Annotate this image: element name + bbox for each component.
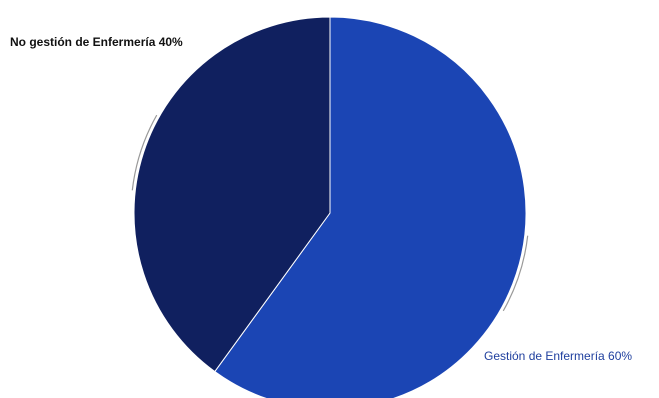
leader-line-1: [131, 114, 158, 191]
pie-slice-gestion: [214, 16, 527, 398]
leader-lines: [131, 114, 529, 312]
slice-label-gestion: Gestión de Enfermería 60%: [484, 349, 632, 363]
pie-slices: [133, 16, 527, 398]
leader-line-0: [502, 235, 529, 312]
pie-slice-no-gestion: [133, 16, 331, 373]
slice-label-no-gestion: No gestión de Enfermería 40%: [10, 35, 183, 49]
